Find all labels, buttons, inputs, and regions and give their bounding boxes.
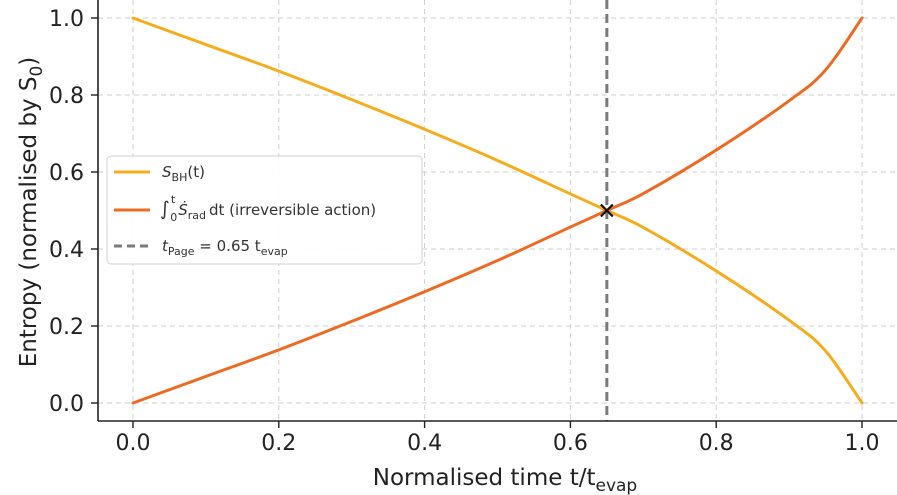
x-axis-title-sub: evap [595, 476, 637, 495]
legend-rad-integral: ∫ [160, 198, 170, 220]
x-tick-label: 1.0 [845, 431, 880, 456]
x-tick-label: 0.8 [699, 431, 734, 456]
tick-labels: 0.0 0.2 0.4 0.6 0.8 1.0 0.0 0.2 0.4 0.6 0.8 1.0 [49, 7, 880, 456]
legend-rad-lower: 0 [170, 211, 177, 224]
x-tick-label: 0.0 [116, 431, 151, 456]
legend-bh-main: S [162, 163, 172, 181]
legend-box [106, 155, 423, 265]
legend-label-rad: ∫t 0Ṡrad dt (irreversible action) [160, 193, 376, 224]
legend-page-tail: = 0.65 t [195, 237, 261, 255]
legend-label-bh: SBH(t) [162, 163, 205, 184]
y-axis-title-sub: 0 [27, 66, 47, 77]
legend-page-sub2: evap [261, 245, 288, 258]
legend-rad-sub: rad [188, 209, 206, 222]
x-axis-title: Normalised time t/tevap [373, 465, 637, 495]
legend-page-main: t [162, 237, 169, 255]
legend: SBH(t) ∫t 0Ṡrad dt (irreversible action) t… [106, 155, 423, 265]
x-tick-label: 0.6 [553, 431, 588, 456]
series-line-s-rad [131, 16, 864, 405]
legend-bh-sub: BH [172, 171, 188, 184]
y-tick-label: 0.8 [49, 84, 84, 109]
series-layer [131, 16, 864, 405]
y-tick-label: 1.0 [49, 7, 84, 32]
legend-label-page: tPage = 0.65 tevap [162, 237, 288, 258]
y-tick-label: 0.6 [49, 161, 84, 186]
y-tick-label: 0.0 [49, 392, 84, 417]
x-axis-title-main: Normalised time t/t [373, 465, 596, 491]
legend-rad-main: Ṡ [178, 200, 188, 219]
intersection-marker-layer [600, 203, 614, 218]
y-tick-label: 0.2 [49, 315, 84, 340]
legend-rad-upper: t [171, 193, 176, 206]
axes [91, 0, 897, 428]
legend-bh-tail: (t) [187, 163, 205, 181]
y-axis-title: Entropy (normalised by S0) [16, 57, 47, 368]
marker-stroke [600, 203, 614, 218]
series-line-s-bh [131, 16, 864, 405]
intersection-x-marker [600, 203, 614, 218]
x-tick-label: 0.2 [261, 431, 296, 456]
legend-page-sub: Page [168, 245, 195, 258]
y-axis-title-tail: ) [16, 57, 42, 66]
legend-rad-tail: dt (irreversible action) [209, 201, 376, 219]
y-axis-title-main: Entropy (normalised by S [16, 77, 42, 368]
y-tick-label: 0.4 [49, 238, 84, 263]
x-tick-label: 0.4 [407, 431, 442, 456]
